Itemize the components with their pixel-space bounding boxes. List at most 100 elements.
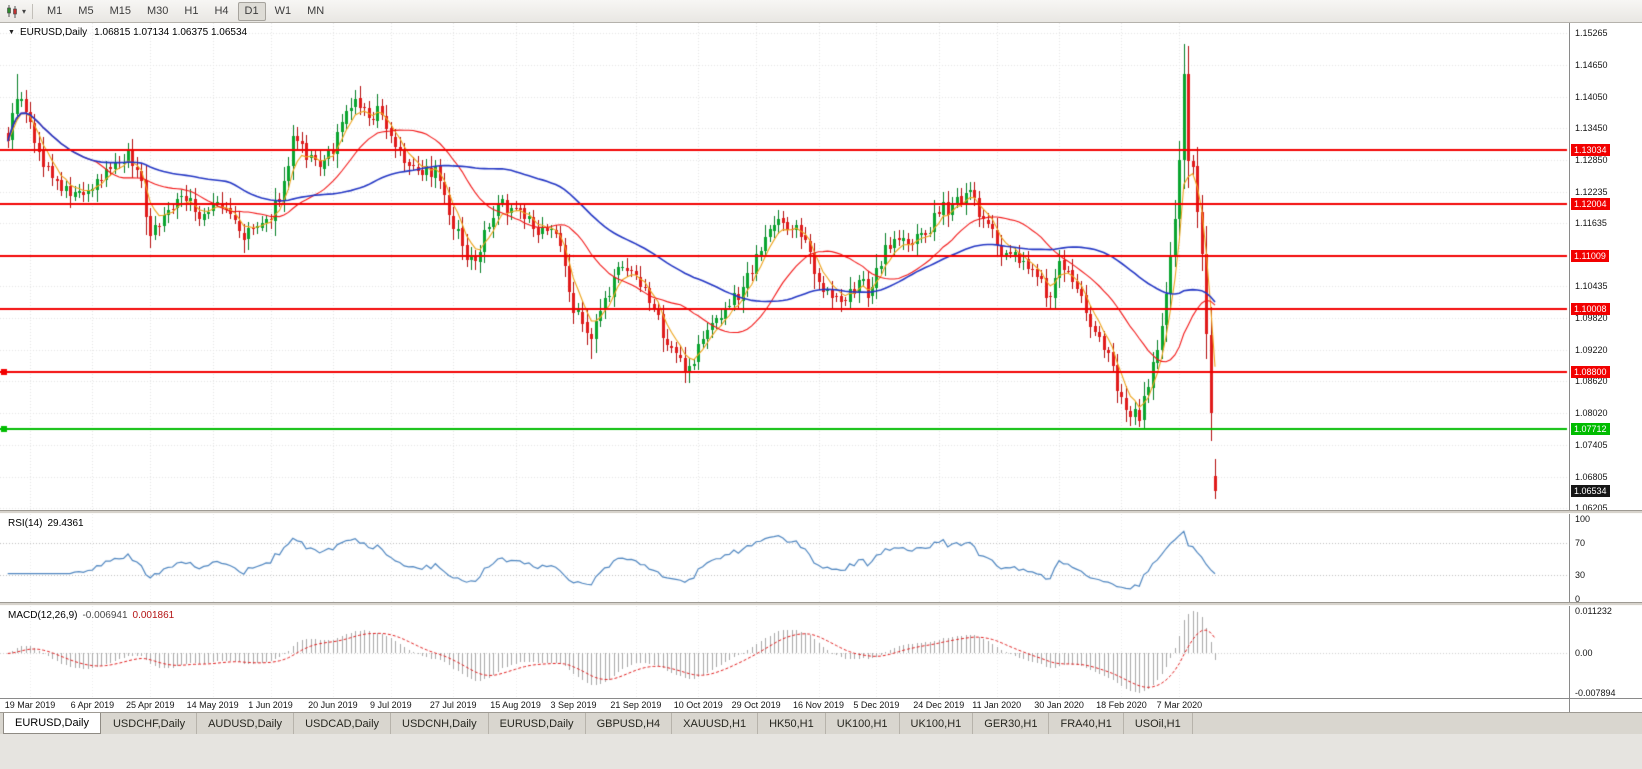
macd-axis-label: -0.007894 xyxy=(1575,688,1616,698)
date-axis-label: 7 Mar 2020 xyxy=(1156,700,1203,710)
panel-splitter-macd[interactable] xyxy=(0,602,1642,606)
price-chart-canvas[interactable] xyxy=(0,23,1642,510)
macd-main-value: -0.006941 xyxy=(82,610,128,621)
hline-price-badge: 1.10008 xyxy=(1571,302,1610,315)
date-axis: 19 Mar 2019 6 Apr 2019 25 Apr 2019 14 May 2… xyxy=(0,698,1642,712)
timeframe-button-m5[interactable]: M5 xyxy=(78,4,94,17)
date-axis-label: 30 Jan 2020 xyxy=(1034,700,1084,710)
top-toolbar: ▾ M1 M5 M15 M30 H1 H4 D1 W1 MN xyxy=(0,0,1642,23)
hline-price-badge: 1.07712 xyxy=(1571,422,1610,435)
rsi-label: RSI(14) xyxy=(8,518,43,529)
date-axis-label: 24 Dec 2019 xyxy=(913,700,965,710)
date-axis-label: 3 Sep 2019 xyxy=(550,700,597,710)
rsi-canvas[interactable] xyxy=(0,514,1642,602)
price-axis-label: 1.08620 xyxy=(1575,376,1608,387)
current-price-badge: 1.06534 xyxy=(1571,484,1610,497)
bottom-filler xyxy=(0,734,1642,769)
timeframe-button-w1[interactable]: W1 xyxy=(274,4,292,17)
price-axis: 1.15265 1.14650 1.14050 1.13450 1.12850 1.122… xyxy=(1569,23,1642,513)
macd-axis-label: 0.00 xyxy=(1575,648,1593,658)
macd-indicator-panel[interactable]: MACD(12,26,9) -0.006941 0.001861 0.011232 0… xyxy=(0,606,1642,698)
price-axis-label: 1.10435 xyxy=(1575,281,1608,292)
price-axis-label: 1.07405 xyxy=(1575,440,1608,451)
price-axis-label: 1.12850 xyxy=(1575,154,1608,165)
candlestick-icon xyxy=(7,4,17,18)
date-axis-label: 27 Jul 2019 xyxy=(429,700,477,710)
date-axis-label: 20 Jun 2019 xyxy=(308,700,358,710)
chart-tab-fra40-h1[interactable]: FRA40,H1 xyxy=(1049,713,1124,734)
date-axis-label: 10 Oct 2019 xyxy=(673,700,723,710)
chart-tab-eurusd-daily[interactable]: EURUSD,Daily xyxy=(3,713,101,734)
chart-tab-ger30-h1[interactable]: GER30,H1 xyxy=(973,713,1050,734)
price-chart-panel[interactable]: ▼ EURUSD,Daily 1.06815 1.07134 1.06375 1.0… xyxy=(0,23,1642,513)
chart-tab-uk100-h1[interactable]: UK100,H1 xyxy=(826,713,900,734)
chart-tab-usoil-h1[interactable]: USOil,H1 xyxy=(1124,713,1193,734)
rsi-axis-label: 70 xyxy=(1575,538,1586,548)
date-axis-label: 1 Jun 2019 xyxy=(248,700,293,710)
chart-tab-gbpusd-h4[interactable]: GBPUSD,H4 xyxy=(586,713,673,734)
chart-tab-hk50-h1[interactable]: HK50,H1 xyxy=(758,713,826,734)
chart-tab-usdcad-daily[interactable]: USDCAD,Daily xyxy=(294,713,392,734)
timeframe-button-m30[interactable]: M30 xyxy=(146,4,169,17)
date-axis-label: 14 May 2019 xyxy=(186,700,239,710)
date-axis-label: 25 Apr 2019 xyxy=(125,700,175,710)
macd-axis-label: 0.011232 xyxy=(1575,606,1612,616)
price-axis-label: 1.09820 xyxy=(1575,313,1608,324)
price-axis-label: 1.09220 xyxy=(1575,344,1608,355)
timeframe-button-h4[interactable]: H4 xyxy=(214,4,229,17)
date-axis-label: 16 Nov 2019 xyxy=(792,700,845,710)
ohlc-values: 1.06815 1.07134 1.06375 1.06534 xyxy=(94,27,248,38)
date-axis-label: 5 Dec 2019 xyxy=(853,700,900,710)
symbol-timeframe-label: EURUSD,Daily xyxy=(19,27,88,38)
panel-splitter-rsi[interactable] xyxy=(0,510,1642,514)
date-axis-label: 11 Jan 2020 xyxy=(972,700,1022,710)
chart-type-icon[interactable] xyxy=(5,4,21,19)
macd-axis: 0.011232 0.00 -0.007894 xyxy=(1569,606,1642,698)
price-axis-label: 1.13450 xyxy=(1575,123,1608,134)
date-axis-corner xyxy=(1569,699,1642,712)
chart-tab-uk100-h1[interactable]: UK100,H1 xyxy=(900,713,974,734)
date-axis-label: 21 Sep 2019 xyxy=(610,700,662,710)
chart-tabbar: EURUSD,Daily USDCHF,Daily AUDUSD,Daily USDC… xyxy=(0,712,1642,734)
price-axis-label: 1.08020 xyxy=(1575,407,1608,418)
collapse-triangle-icon[interactable]: ▼ xyxy=(8,29,15,36)
rsi-value: 29.4361 xyxy=(47,518,84,529)
macd-label: MACD(12,26,9) xyxy=(8,610,78,621)
price-axis-label: 1.15265 xyxy=(1575,28,1608,38)
timeframe-buttons-group: M1 M5 M15 M30 H1 H4 D1 W1 MN xyxy=(39,1,332,21)
rsi-axis-label: 30 xyxy=(1575,570,1586,580)
macd-signal-value: 0.001861 xyxy=(132,610,175,621)
date-axis-label: 9 Jul 2019 xyxy=(370,700,412,710)
chart-tab-audusd-daily[interactable]: AUDUSD,Daily xyxy=(197,713,295,734)
chart-tab-usdcnh-daily[interactable]: USDCNH,Daily xyxy=(391,713,489,734)
timeframe-button-h1[interactable]: H1 xyxy=(184,4,199,17)
hline-price-badge: 1.11009 xyxy=(1571,250,1609,263)
date-axis-label: 29 Oct 2019 xyxy=(731,700,781,710)
chart-type-dropdown-caret[interactable]: ▾ xyxy=(22,6,27,16)
price-axis-label: 1.14650 xyxy=(1575,60,1608,71)
rsi-axis-label: 0 xyxy=(1575,594,1581,604)
date-axis-label: 6 Apr 2019 xyxy=(70,700,115,710)
rsi-axis-label: 100 xyxy=(1575,514,1591,524)
price-axis-label: 1.06805 xyxy=(1575,471,1608,482)
chart-tab-xauusd-h1[interactable]: XAUUSD,H1 xyxy=(672,713,759,734)
chart-tab-eurusd-daily[interactable]: EURUSD,Daily xyxy=(489,713,586,734)
price-axis-label: 1.12235 xyxy=(1575,186,1608,197)
timeframe-button-mn[interactable]: MN xyxy=(307,4,325,17)
hline-price-badge: 1.12004 xyxy=(1571,197,1610,210)
date-axis-label: 19 Mar 2019 xyxy=(4,700,56,710)
timeframe-button-d1[interactable]: D1 xyxy=(237,1,266,21)
date-axis-label: 18 Feb 2020 xyxy=(1096,700,1147,710)
price-axis-label: 1.06205 xyxy=(1575,503,1608,513)
date-axis-label: 15 Aug 2019 xyxy=(490,700,541,710)
price-axis-label: 1.11635 xyxy=(1575,218,1607,229)
rsi-indicator-panel[interactable]: RSI(14) 29.4361 100 70 30 0 xyxy=(0,514,1642,604)
hline-price-badge: 1.08800 xyxy=(1571,365,1610,378)
chart-title: ▼ EURUSD,Daily 1.06815 1.07134 1.06375 1.0… xyxy=(8,27,247,38)
chart-tab-usdchf-daily[interactable]: USDCHF,Daily xyxy=(102,713,198,734)
rsi-axis: 100 70 30 0 xyxy=(1569,514,1642,604)
timeframe-button-m15[interactable]: M15 xyxy=(109,4,131,17)
timeframe-button-m1[interactable]: M1 xyxy=(47,4,63,17)
macd-canvas[interactable] xyxy=(0,606,1642,698)
price-axis-label: 1.14050 xyxy=(1575,91,1608,102)
